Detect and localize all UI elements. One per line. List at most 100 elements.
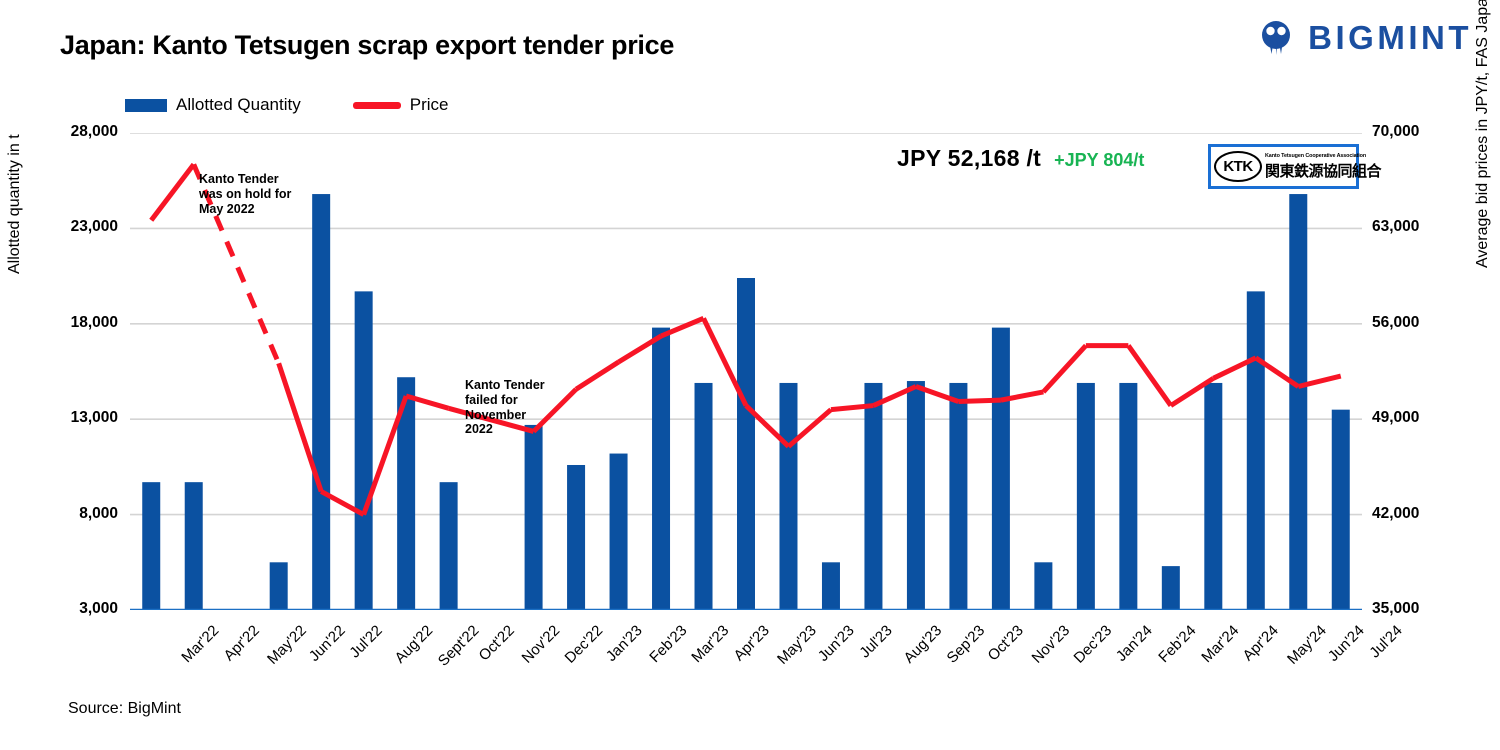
price-line-segment	[405, 393, 450, 411]
legend-item-price[interactable]: Price	[352, 95, 449, 115]
bar-oct23[interactable]	[949, 382, 968, 610]
page-title: Japan: Kanto Tetsugen scrap export tende…	[60, 30, 675, 60]
price-line-segment	[617, 333, 663, 365]
bar-jan23[interactable]	[567, 464, 586, 610]
chart-plot-area	[130, 133, 1362, 610]
bar-mar24[interactable]	[1161, 566, 1180, 610]
price-line-segment	[660, 316, 705, 339]
bar-dec22[interactable]	[524, 424, 543, 610]
bar-sept22[interactable]	[397, 377, 416, 610]
y-axis-right-tick: 49,000	[1372, 409, 1420, 427]
bar-mar22[interactable]	[142, 482, 161, 610]
chart-canvas	[130, 133, 1362, 610]
price-line-segment	[701, 317, 749, 407]
y-axis-left-tick: 8,000	[79, 504, 118, 522]
bigmint-logo: BIGMINT	[1256, 18, 1472, 58]
bar-jul22[interactable]	[312, 194, 331, 610]
x-axis-tick: Mar'23	[688, 622, 733, 667]
bar-may24[interactable]	[1246, 291, 1265, 610]
x-axis-tick: Mar'22	[178, 622, 223, 667]
ktk-text-block: Kanto Tetsugen Cooperative Association 関…	[1265, 152, 1382, 181]
x-axis-tick: Apr'22	[220, 622, 263, 665]
bar-mar23[interactable]	[652, 327, 671, 610]
price-line-segment	[958, 397, 1001, 404]
price-line-segment	[191, 163, 281, 365]
annotation-nov-2022: Kanto Tender failed for November 2022	[465, 378, 545, 437]
bar-jul24[interactable]	[1331, 409, 1350, 610]
bar-jun22[interactable]	[269, 562, 288, 610]
y-axis-left-tick: 13,000	[70, 409, 118, 427]
chart-legend: Allotted Quantity Price	[125, 95, 448, 115]
price-line-segment	[1297, 373, 1342, 389]
price-line-segment	[319, 489, 365, 517]
x-axis-tick: Jun'24	[1325, 622, 1369, 665]
price-line-segment	[531, 387, 578, 434]
bar-jan24[interactable]	[1076, 382, 1095, 610]
x-axis-tick: Mar'24	[1198, 622, 1243, 667]
y-axis-right-tick: 70,000	[1372, 123, 1420, 140]
price-line-segment	[1212, 355, 1257, 381]
price-line-segment	[276, 362, 324, 493]
bar-dec23[interactable]	[1034, 562, 1053, 610]
y-axis-left-title: Allotted quantity in t	[6, 134, 23, 274]
legend-label-allotted-quantity: Allotted Quantity	[176, 95, 301, 114]
x-axis-tick: Feb'24	[1155, 622, 1200, 667]
bar-oct22[interactable]	[439, 482, 458, 610]
y-axis-left-tick: 28,000	[70, 123, 118, 140]
bigmint-mascot-icon	[1262, 21, 1291, 55]
price-line-segment	[786, 407, 833, 449]
y-axis-right-tick: 35,000	[1372, 600, 1420, 617]
bar-jul23[interactable]	[821, 562, 840, 610]
source-note: Source: BigMint	[68, 700, 181, 717]
price-line-segment	[1254, 355, 1300, 389]
price-line-segment	[915, 384, 960, 404]
x-axis-tick: Jul'24	[1366, 622, 1406, 662]
x-axis-tick: Jan'24	[1112, 622, 1156, 665]
annotation-may-2022: Kanto Tender was on hold for May 2022	[199, 172, 292, 216]
price-line-segment	[361, 395, 409, 516]
current-price-value: JPY 52,168 /t	[897, 145, 1042, 171]
x-axis-tick: Aug'23	[900, 622, 946, 667]
x-axis-tick: Nov'23	[1028, 622, 1074, 667]
legend-item-allotted-quantity[interactable]: Allotted Quantity	[125, 95, 301, 115]
bar-aug23[interactable]	[864, 382, 883, 610]
bar-nov23[interactable]	[991, 327, 1010, 610]
bar-jun24[interactable]	[1289, 194, 1308, 610]
y-axis-left-tick: 18,000	[70, 313, 118, 331]
bar-jun23[interactable]	[779, 382, 798, 610]
price-line-segment	[574, 359, 620, 392]
x-axis-tick: Sep'23	[943, 622, 989, 667]
x-axis-tick: May'24	[1283, 622, 1330, 668]
x-axis-tick: Dec'22	[561, 622, 606, 667]
bar-feb23[interactable]	[609, 453, 628, 610]
bar-aug22[interactable]	[354, 291, 373, 610]
y-axis-left-tick: 3,000	[79, 600, 118, 617]
x-axis-tick: Dec'23	[1070, 622, 1116, 667]
y-axis-right-title: Average bid prices in JPY/t, FAS Japan	[1474, 0, 1491, 268]
bar-sep23[interactable]	[906, 381, 925, 610]
x-axis-tick: Apr'23	[730, 622, 773, 665]
price-change-value: +JPY 804/t	[1054, 150, 1145, 170]
x-axis-tick: Jul'22	[346, 622, 386, 662]
x-axis-tick: Nov'22	[518, 622, 564, 667]
ktk-english-name: Kanto Tetsugen Cooperative Association	[1265, 152, 1367, 159]
ktk-association-logo: KTK Kanto Tetsugen Cooperative Associati…	[1208, 144, 1382, 189]
legend-swatch-bar-icon	[125, 98, 167, 112]
legend-label-price: Price	[409, 95, 449, 114]
ktk-japanese-name: 関東鉄源協同組合	[1265, 162, 1382, 180]
price-line-segment	[149, 162, 196, 222]
bar-may23[interactable]	[737, 278, 755, 610]
brand-wordmark: BIGMINT	[1308, 19, 1472, 56]
x-axis-tick: Feb'23	[645, 622, 690, 667]
bar-apr24[interactable]	[1204, 382, 1223, 610]
x-axis-tick: Oct'22	[475, 622, 518, 665]
x-axis-tick: May'23	[774, 622, 820, 668]
line-series-price	[149, 162, 1342, 517]
x-axis-tick: Aug'22	[391, 622, 436, 667]
price-line-segment	[1126, 344, 1173, 408]
bar-apr22[interactable]	[184, 482, 203, 610]
legend-swatch-line-icon	[352, 101, 401, 109]
bar-feb24[interactable]	[1119, 382, 1138, 610]
price-line-segment	[1041, 343, 1088, 394]
bar-apr23[interactable]	[694, 382, 713, 610]
